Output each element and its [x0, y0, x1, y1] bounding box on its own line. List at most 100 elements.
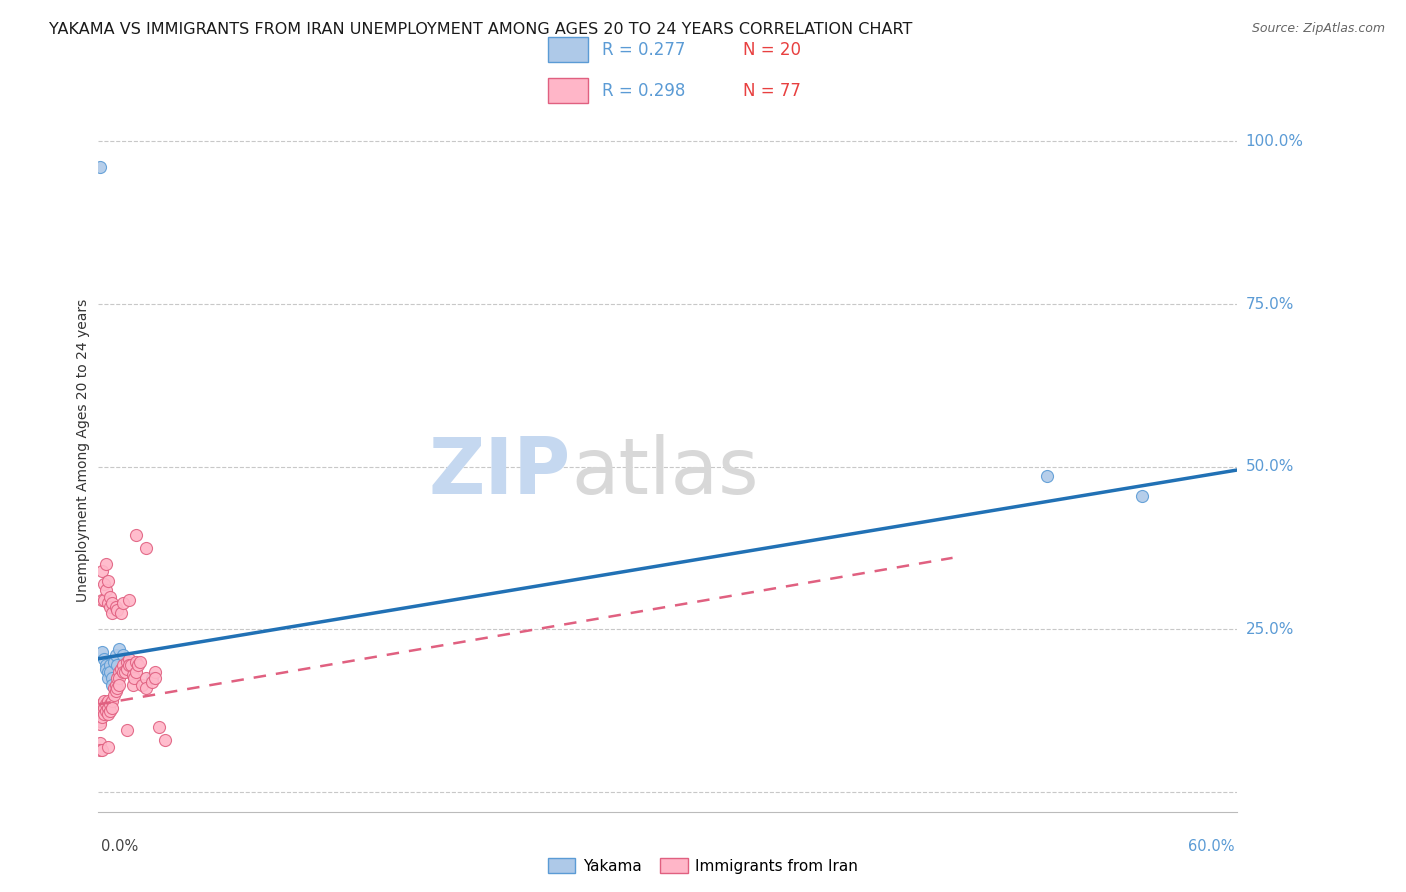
Point — [89, 704, 111, 718]
Point — [124, 671, 146, 685]
Point — [145, 665, 167, 679]
Point — [94, 658, 117, 673]
Text: N = 77: N = 77 — [744, 81, 801, 100]
Point — [104, 678, 127, 692]
Point — [100, 596, 122, 610]
Point — [100, 700, 122, 714]
Point — [110, 606, 132, 620]
Point — [94, 661, 117, 675]
Point — [93, 700, 115, 714]
Point — [107, 671, 129, 685]
Point — [135, 671, 157, 685]
Point — [118, 593, 141, 607]
Point — [112, 648, 135, 663]
Point — [87, 700, 110, 714]
Point — [115, 723, 138, 738]
Point — [98, 665, 121, 679]
Point — [89, 700, 111, 714]
Point — [97, 665, 120, 679]
Point — [89, 710, 111, 724]
Point — [97, 739, 120, 754]
Point — [100, 678, 122, 692]
Point — [153, 733, 176, 747]
Point — [135, 681, 157, 695]
Point — [89, 743, 111, 757]
Point — [107, 603, 129, 617]
Text: 75.0%: 75.0% — [1246, 296, 1294, 311]
Point — [87, 704, 110, 718]
Point — [1132, 489, 1154, 503]
Point — [91, 645, 114, 659]
Point — [118, 658, 141, 673]
Point — [110, 661, 132, 675]
Point — [1036, 469, 1059, 483]
Point — [94, 558, 117, 572]
Point — [94, 698, 117, 712]
Point — [114, 665, 136, 679]
Point — [103, 688, 125, 702]
Point — [120, 658, 142, 673]
Point — [112, 665, 135, 679]
Point — [148, 720, 170, 734]
Point — [141, 674, 163, 689]
Point — [91, 743, 114, 757]
Point — [97, 574, 120, 588]
Point — [98, 698, 121, 712]
Text: 60.0%: 60.0% — [1188, 839, 1234, 855]
Point — [108, 678, 131, 692]
Point — [141, 671, 163, 685]
Point — [97, 694, 120, 708]
Point — [120, 658, 142, 673]
Text: atlas: atlas — [571, 434, 759, 510]
Point — [89, 714, 111, 728]
Bar — [548, 37, 588, 62]
Point — [87, 707, 110, 722]
Point — [89, 707, 111, 722]
Point — [91, 704, 114, 718]
Point — [103, 681, 125, 695]
Point — [127, 658, 149, 673]
Point — [104, 648, 127, 663]
Point — [93, 652, 115, 666]
Text: 50.0%: 50.0% — [1246, 459, 1294, 475]
Point — [145, 671, 167, 685]
Point — [121, 678, 143, 692]
Point — [108, 671, 131, 685]
Point — [91, 564, 114, 578]
Point — [100, 671, 122, 685]
Point — [89, 736, 111, 750]
Text: ZIP: ZIP — [429, 434, 571, 510]
Point — [97, 707, 120, 722]
Point — [93, 694, 115, 708]
Point — [103, 655, 125, 669]
Point — [125, 655, 148, 669]
Text: R = 0.277: R = 0.277 — [602, 40, 685, 59]
Point — [91, 593, 114, 607]
Point — [97, 596, 120, 610]
Point — [107, 681, 129, 695]
Point — [100, 606, 122, 620]
Text: N = 20: N = 20 — [744, 40, 801, 59]
Text: YAKAMA VS IMMIGRANTS FROM IRAN UNEMPLOYMENT AMONG AGES 20 TO 24 YEARS CORRELATIO: YAKAMA VS IMMIGRANTS FROM IRAN UNEMPLOYM… — [49, 22, 912, 37]
Point — [97, 671, 120, 685]
Point — [125, 528, 148, 542]
Point — [115, 661, 138, 675]
Point — [115, 655, 138, 669]
Point — [121, 668, 143, 682]
Point — [93, 707, 115, 722]
Point — [135, 541, 157, 555]
Legend: Yakama, Immigrants from Iran: Yakama, Immigrants from Iran — [541, 852, 865, 880]
Point — [89, 161, 111, 175]
Point — [94, 704, 117, 718]
Point — [125, 665, 148, 679]
Point — [100, 694, 122, 708]
Point — [98, 704, 121, 718]
Text: 100.0%: 100.0% — [1246, 134, 1303, 149]
Point — [98, 658, 121, 673]
Text: 25.0%: 25.0% — [1246, 622, 1294, 637]
Text: R = 0.298: R = 0.298 — [602, 81, 685, 100]
Point — [104, 599, 127, 614]
Point — [112, 658, 135, 673]
Y-axis label: Unemployment Among Ages 20 to 24 years: Unemployment Among Ages 20 to 24 years — [76, 299, 90, 602]
Bar — [548, 78, 588, 103]
